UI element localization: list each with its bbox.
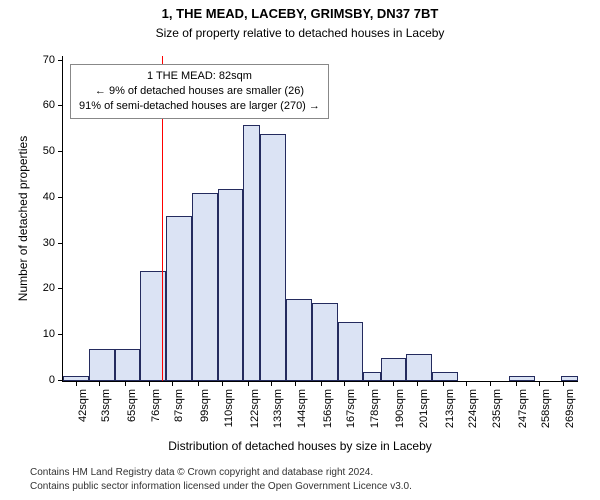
y-tick-label: 50 [27, 145, 55, 157]
annotation-box: 1 THE MEAD: 82sqm ← 9% of detached house… [70, 64, 329, 119]
y-tick-label: 20 [27, 282, 55, 294]
histogram-bar [218, 189, 244, 381]
property-size-chart: 1, THE MEAD, LACEBY, GRIMSBY, DN37 7BT S… [0, 0, 600, 500]
x-tick-label: 258sqm [540, 389, 552, 439]
histogram-bar [432, 372, 458, 381]
histogram-bar [260, 134, 286, 381]
x-tick-label: 235sqm [491, 389, 503, 439]
x-tick-label: 167sqm [345, 389, 357, 439]
x-tick-label: 201sqm [418, 389, 430, 439]
x-tick-label: 65sqm [126, 389, 138, 439]
x-tick-label: 99sqm [199, 389, 211, 439]
chart-subtitle: Size of property relative to detached ho… [0, 26, 600, 40]
histogram-bar [509, 376, 535, 381]
histogram-bar [338, 322, 364, 382]
x-tick-label: 190sqm [394, 389, 406, 439]
histogram-bar [312, 303, 338, 381]
x-tick-label: 53sqm [100, 389, 112, 439]
y-tick-label: 70 [27, 54, 55, 66]
histogram-bar [363, 372, 380, 381]
x-axis-label: Distribution of detached houses by size … [0, 439, 600, 453]
footer-text: Contains HM Land Registry data © Crown c… [30, 466, 412, 493]
histogram-bar [166, 216, 192, 381]
chart-title-address: 1, THE MEAD, LACEBY, GRIMSBY, DN37 7BT [0, 6, 600, 21]
y-tick-label: 0 [27, 374, 55, 386]
y-tick-label: 10 [27, 328, 55, 340]
x-tick-label: 133sqm [272, 389, 284, 439]
x-tick-label: 213sqm [444, 389, 456, 439]
x-tick-label: 247sqm [517, 389, 529, 439]
x-tick-label: 178sqm [369, 389, 381, 439]
x-tick-label: 269sqm [564, 389, 576, 439]
x-tick-label: 42sqm [77, 389, 89, 439]
x-tick-label: 110sqm [223, 389, 235, 439]
histogram-bar [115, 349, 141, 381]
footer-line-2: Contains public sector information licen… [30, 480, 412, 494]
histogram-bar [381, 358, 407, 381]
histogram-bar [406, 354, 432, 381]
x-tick-label: 76sqm [150, 389, 162, 439]
histogram-bar [243, 125, 260, 381]
x-tick-label: 156sqm [322, 389, 334, 439]
x-tick-label: 144sqm [296, 389, 308, 439]
x-tick-label: 87sqm [173, 389, 185, 439]
x-tick-label: 224sqm [467, 389, 479, 439]
y-tick-label: 40 [27, 191, 55, 203]
y-tick-label: 60 [27, 99, 55, 111]
annotation-line-2: ← 9% of detached houses are smaller (26) [79, 84, 320, 99]
x-tick-label: 122sqm [249, 389, 261, 439]
histogram-bar [192, 193, 218, 381]
histogram-bar [286, 299, 312, 381]
histogram-bar [89, 349, 115, 381]
footer-line-1: Contains HM Land Registry data © Crown c… [30, 466, 412, 480]
y-tick-label: 30 [27, 237, 55, 249]
annotation-line-3: 91% of semi-detached houses are larger (… [79, 99, 320, 114]
annotation-line-1: 1 THE MEAD: 82sqm [79, 69, 320, 84]
